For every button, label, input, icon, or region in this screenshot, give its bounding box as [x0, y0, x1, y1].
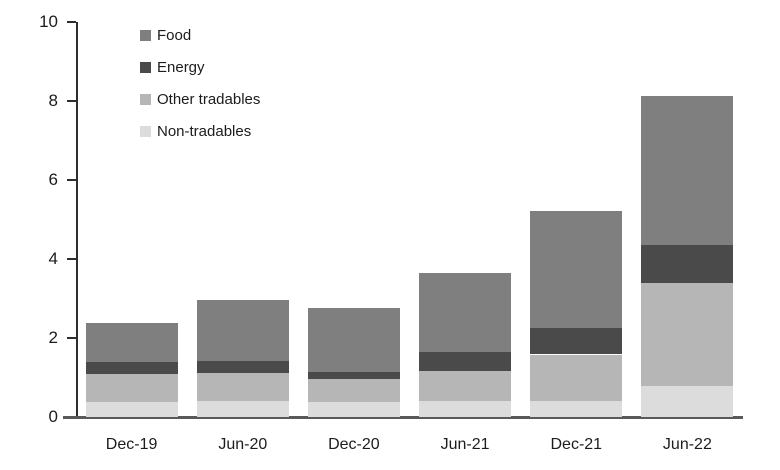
bar-segment-non-tradables — [530, 400, 623, 417]
legend-swatch-icon — [140, 126, 151, 138]
bar-segment-non-tradables — [641, 386, 734, 417]
y-axis-line — [76, 22, 78, 419]
bar-segment-other-tradables — [641, 282, 734, 387]
bar-segment-food — [85, 323, 178, 363]
x-category-label: Jun-22 — [662, 436, 712, 453]
legend-label: Energy — [157, 58, 205, 76]
y-tick-label: 10 — [39, 11, 58, 31]
bar-segment-other-tradables — [530, 354, 623, 401]
bar-segment-food — [419, 273, 512, 353]
x-category-label: Dec-19 — [105, 436, 158, 453]
legend-swatch-icon — [140, 94, 151, 106]
y-tick-label: 6 — [48, 169, 58, 189]
x-axis-line — [63, 416, 743, 419]
y-tick-mark — [67, 336, 76, 339]
bar-segment-energy — [641, 245, 734, 283]
legend-swatch-icon — [140, 29, 151, 41]
legend-label: Non-tradables — [157, 123, 252, 141]
x-category-label: Dec-20 — [328, 436, 380, 453]
legend-item-energy: Energy — [140, 58, 205, 76]
bar-segment-non-tradables — [85, 402, 178, 417]
bar-segment-food — [196, 300, 289, 361]
y-tick-label: 2 — [48, 327, 58, 347]
y-tick-mark — [67, 20, 76, 23]
bar-segment-other-tradables — [85, 374, 178, 402]
bar-segment-other-tradables — [196, 372, 289, 402]
bar-segment-non-tradables — [307, 402, 400, 417]
legend-label: Food — [157, 26, 192, 44]
y-tick-label: 4 — [48, 248, 58, 268]
bar-segment-energy — [85, 362, 178, 375]
legend-item-food: Food — [140, 26, 192, 44]
bar-segment-non-tradables — [419, 401, 512, 417]
legend-item-other-tradables: Other tradables — [140, 91, 261, 109]
bar-segment-energy — [530, 327, 623, 355]
y-tick-label: 8 — [48, 90, 58, 110]
bar-segment-food — [530, 211, 623, 328]
bar-segment-food — [307, 308, 400, 373]
x-category-label: Jun-21 — [440, 436, 490, 453]
bar-segment-energy — [196, 360, 289, 373]
legend-label: Other tradables — [157, 91, 261, 109]
y-tick-mark — [67, 257, 76, 260]
y-tick-label: 0 — [48, 407, 58, 426]
legend-item-non-tradables: Non-tradables — [140, 123, 252, 141]
y-tick-mark — [67, 99, 76, 102]
y-tick-mark — [67, 178, 76, 181]
bar-segment-other-tradables — [307, 379, 400, 402]
bar-segment-energy — [419, 352, 512, 371]
bar-segment-food — [641, 95, 734, 246]
x-category-label: Jun-20 — [218, 436, 268, 453]
bar-segment-non-tradables — [196, 401, 289, 417]
x-category-label: Dec-21 — [550, 436, 603, 453]
bar-segment-other-tradables — [419, 370, 512, 402]
bar-segment-energy — [307, 372, 400, 379]
legend-swatch-icon — [140, 61, 151, 73]
